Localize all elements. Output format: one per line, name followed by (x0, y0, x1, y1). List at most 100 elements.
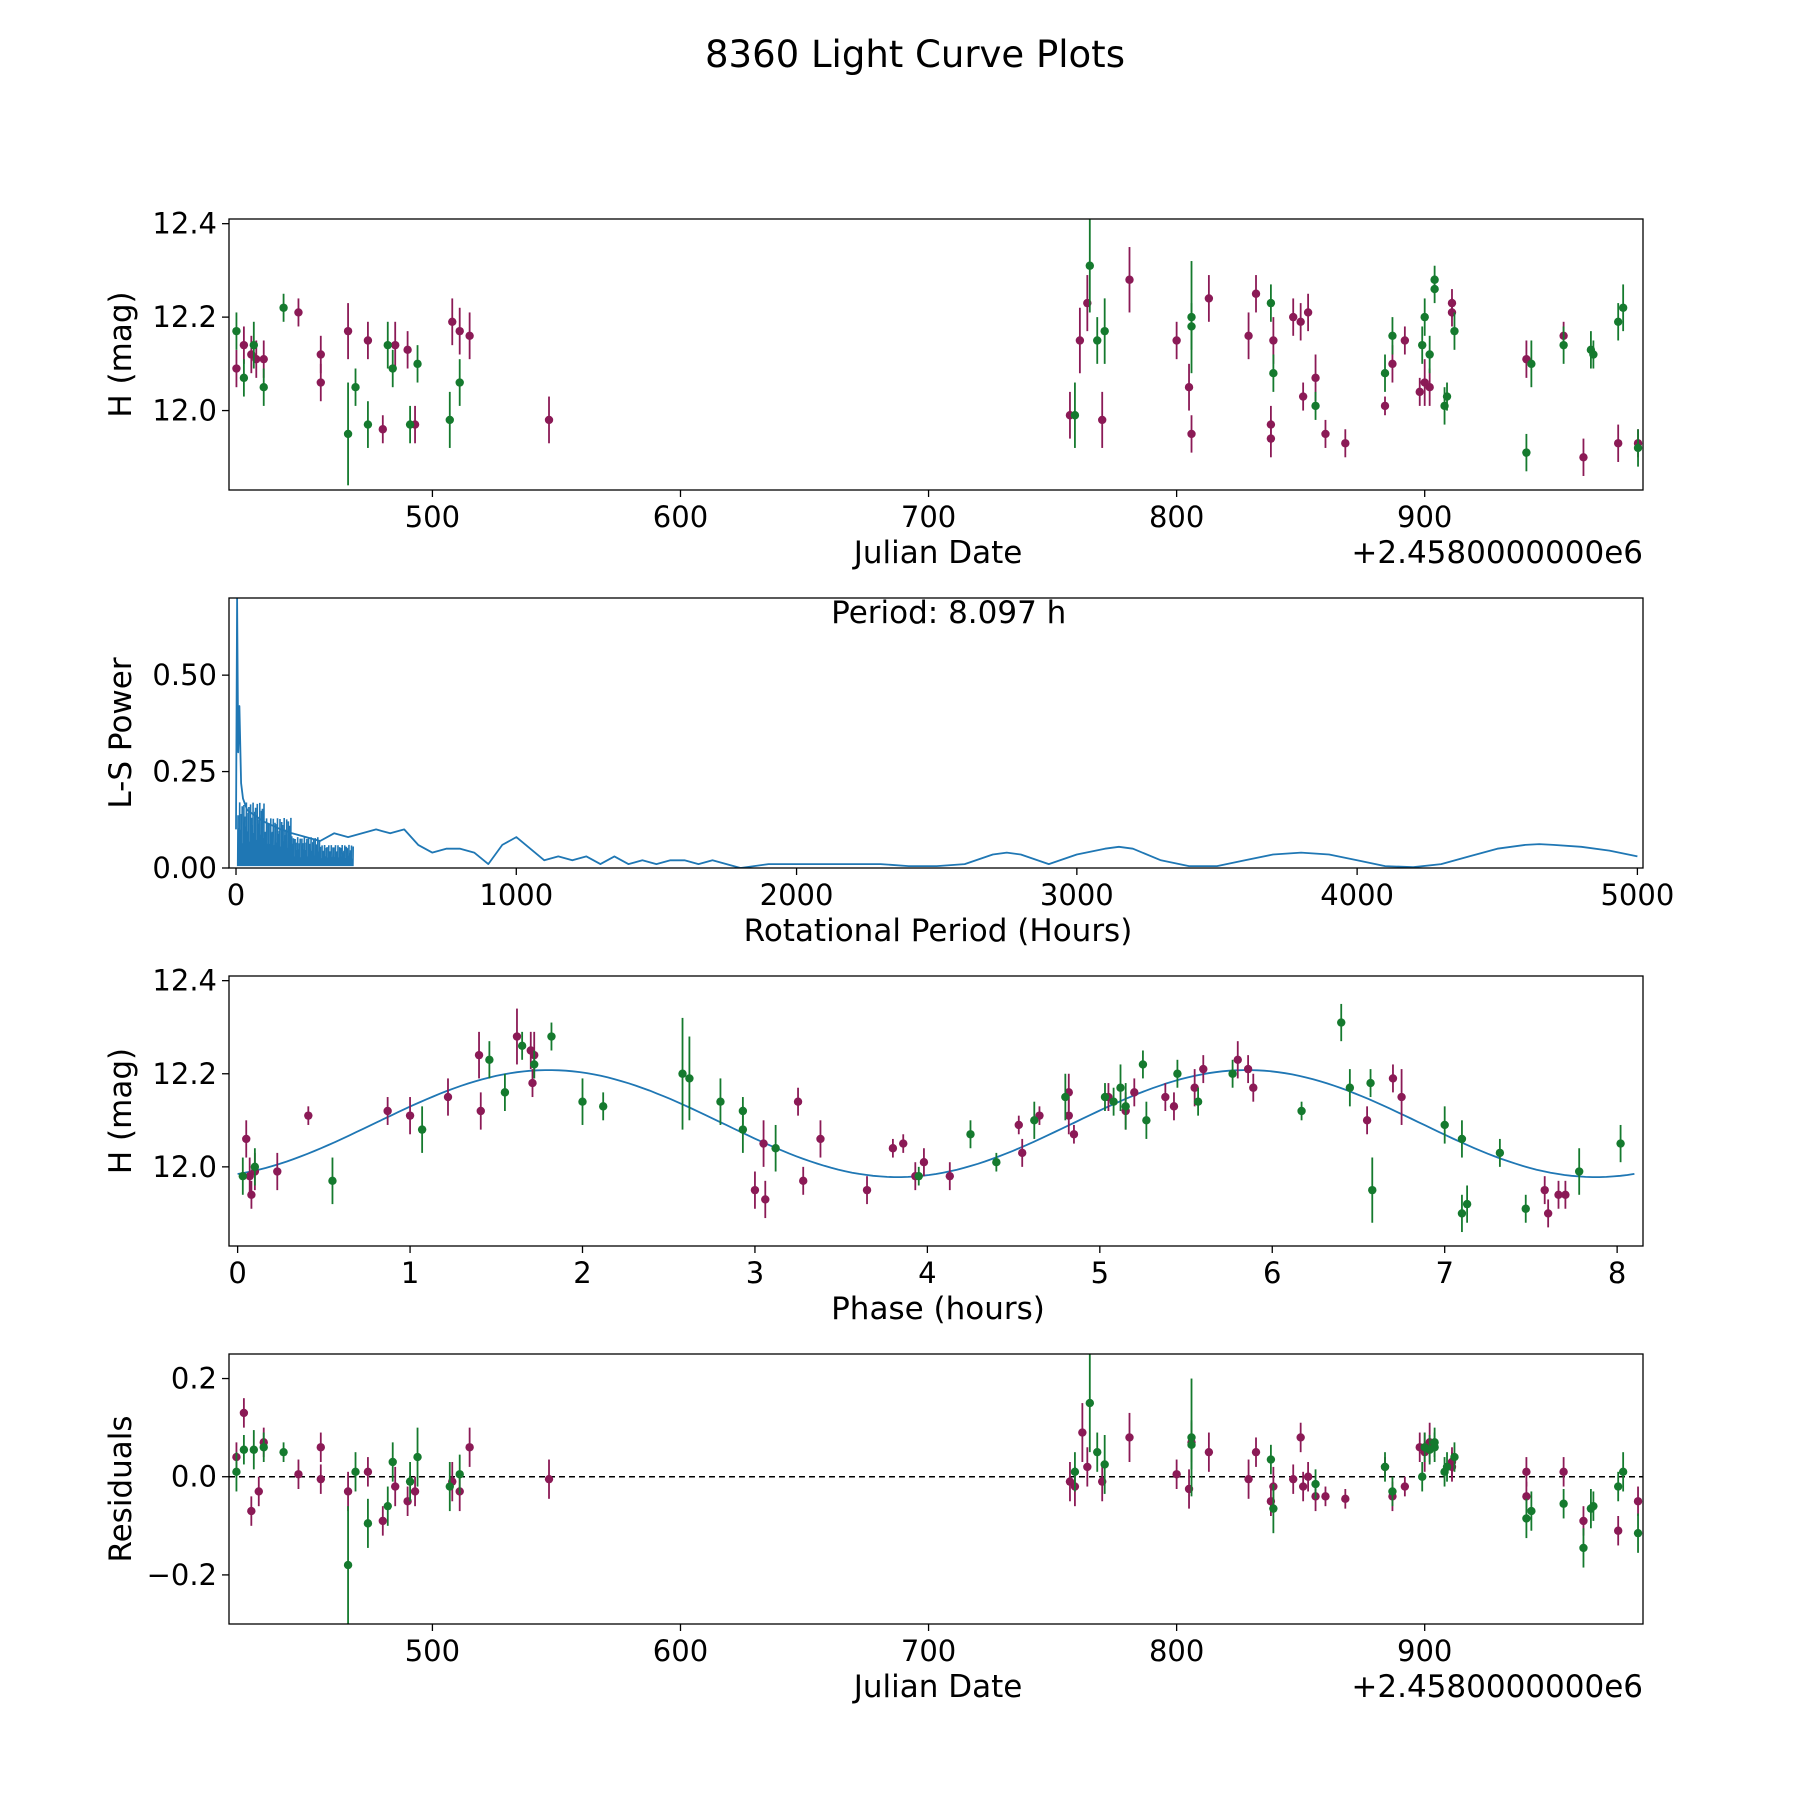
data-point (316, 378, 325, 387)
data-point (1616, 1139, 1625, 1148)
x-tick-label: 800 (1149, 500, 1204, 534)
data-point (247, 1506, 256, 1516)
data-point (888, 1144, 898, 1153)
data-point (1098, 415, 1107, 425)
data-point (1579, 1543, 1588, 1553)
data-point (249, 340, 259, 350)
data-point (1561, 1190, 1570, 1199)
data-point (242, 1134, 251, 1144)
data-point (1251, 1447, 1261, 1457)
data-point (1142, 1116, 1151, 1125)
data-point (1303, 1472, 1313, 1481)
data-point (413, 359, 422, 369)
x-tick-label: 7 (1435, 1256, 1453, 1290)
data-point (1527, 1506, 1536, 1516)
data-point (254, 1487, 263, 1496)
data-point (405, 420, 415, 429)
data-point (239, 340, 249, 350)
y-tick-label: 0.25 (152, 755, 217, 789)
data-point (1296, 317, 1305, 326)
data-point (279, 303, 288, 312)
data-point (1522, 1467, 1531, 1477)
x-tick-label: 900 (1397, 500, 1452, 534)
data-point (1083, 1462, 1092, 1472)
data-point (405, 1111, 415, 1120)
data-point (761, 1195, 770, 1204)
data-point (598, 1102, 608, 1111)
data-point (476, 1106, 485, 1116)
data-point (1187, 429, 1196, 439)
data-point (259, 1443, 268, 1452)
data-point (517, 1041, 527, 1051)
data-point (1187, 1440, 1196, 1450)
data-point (413, 1452, 422, 1462)
data-point (239, 373, 249, 383)
data-point (799, 1176, 808, 1186)
data-point (1559, 1499, 1568, 1508)
data-point (1527, 359, 1536, 369)
data-point (1193, 1097, 1203, 1106)
x-tick-label: 500 (405, 1634, 460, 1668)
data-point (343, 1560, 353, 1570)
data-point (1613, 1482, 1623, 1491)
data-point (914, 1171, 923, 1181)
data-point (500, 1088, 510, 1097)
data-point (403, 345, 412, 355)
x-tick-label: 4 (918, 1256, 936, 1290)
data-point (343, 1487, 353, 1496)
y-tick-label: 0.2 (171, 1362, 217, 1396)
data-point (919, 1158, 929, 1167)
data-point (316, 1474, 325, 1484)
data-point (1430, 1438, 1439, 1447)
data-point (1380, 401, 1390, 411)
data-point (1425, 350, 1434, 359)
x-offset-label: +2.4580000000e6 (1351, 1669, 1643, 1705)
power-spike (236, 802, 354, 867)
data-point (1298, 392, 1308, 401)
data-point (1243, 1064, 1253, 1074)
power-line (235, 598, 1638, 868)
axes-frame (228, 218, 1644, 491)
data-point (1418, 1472, 1427, 1481)
data-point (1100, 1460, 1109, 1469)
data-point (1633, 1528, 1643, 1538)
data-point (771, 1144, 780, 1153)
data-point (388, 364, 397, 373)
data-point (1199, 1064, 1208, 1074)
data-point (1366, 1078, 1375, 1088)
data-point (238, 1171, 247, 1181)
data-point (1018, 1148, 1027, 1158)
data-point (1233, 1055, 1242, 1064)
x-tick-label: 600 (653, 500, 708, 534)
periodogram-panel: 0 1000 2000 3000 4000 5000 0.00 0.25 0.50 Rotatio… (103, 595, 1674, 949)
data-point (738, 1125, 748, 1134)
data-point (1579, 1516, 1588, 1526)
x-axis-label: Julian Date (852, 535, 1023, 571)
data-point (1266, 1455, 1276, 1464)
data-point (1169, 1102, 1179, 1111)
data-point (1589, 350, 1598, 359)
data-point (816, 1134, 825, 1144)
data-point (1172, 336, 1181, 345)
x-tick-label: 2 (573, 1256, 591, 1290)
data-point (547, 1032, 556, 1041)
data-point (1289, 312, 1298, 322)
data-point (1522, 448, 1531, 457)
data-point (1633, 1497, 1643, 1506)
data-point (1430, 275, 1439, 284)
data-point (1138, 1060, 1148, 1069)
y-tick-label: 12.0 (152, 1150, 217, 1184)
data-point (1559, 340, 1568, 350)
x-tick-label: 800 (1149, 1634, 1204, 1668)
data-point (1269, 336, 1278, 345)
data-point (388, 1457, 397, 1467)
data-point (1341, 439, 1350, 448)
plot-area (235, 598, 1638, 868)
data-point (578, 1097, 587, 1106)
data-point (1543, 1209, 1553, 1218)
data-point (273, 1167, 282, 1176)
data-point (383, 340, 392, 350)
data-point (455, 326, 464, 336)
y-tick-label: 12.4 (152, 964, 217, 998)
data-point (528, 1078, 537, 1088)
